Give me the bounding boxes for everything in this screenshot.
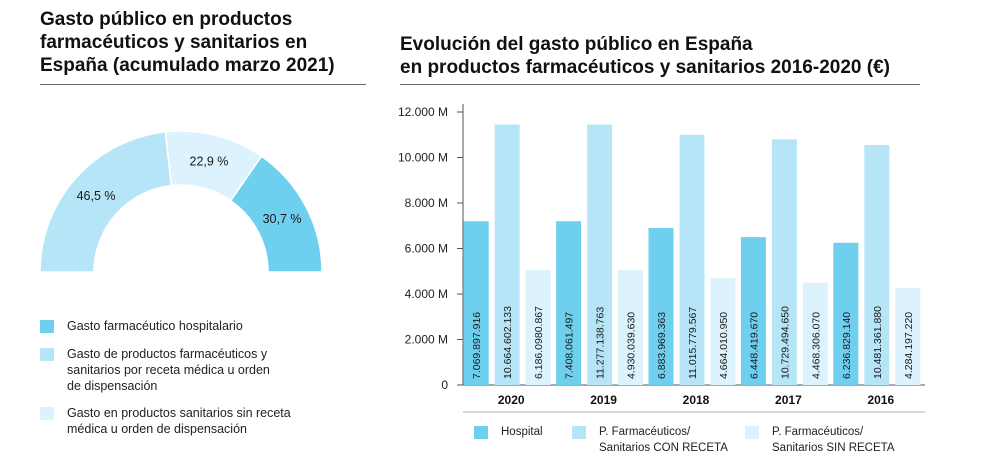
x-category-label-2020: 2020 bbox=[498, 393, 525, 407]
legend-swatch-1 bbox=[40, 348, 54, 361]
x-category-label-2016: 2016 bbox=[867, 393, 894, 407]
legend-swatch-2 bbox=[40, 407, 54, 420]
legend-label-1: Gasto de productos farmacéuticos y sanita… bbox=[67, 346, 297, 394]
legend-label-line-0: Gasto de productos farmacéuticos y bbox=[67, 347, 268, 361]
left-title-line-1: Gasto público en productos bbox=[40, 9, 293, 30]
x-category-label-2018: 2018 bbox=[683, 393, 710, 407]
bar-value-label-2018-2: 4.664.010.950 bbox=[718, 312, 730, 379]
legend-label-line-1: Sanitarios SIN RECETA bbox=[772, 442, 895, 454]
legend-item-2: Gasto en productos sanitarios sin receta… bbox=[40, 405, 297, 437]
y-tick-label-2: 4.000 M bbox=[405, 287, 448, 301]
right-chart-title: Evolución del gasto público en España en… bbox=[400, 33, 890, 79]
legend-swatch-0 bbox=[474, 426, 488, 439]
bar-2016-series-1 bbox=[864, 144, 890, 385]
bar-value-label-2017-1: 10.729.494.650 bbox=[779, 306, 791, 379]
donut-slice-label-1: 22,9 % bbox=[190, 154, 229, 168]
bar-value-label-2016-0: 6.236.829.140 bbox=[841, 312, 853, 379]
legend-swatch-2 bbox=[745, 426, 759, 439]
bar-value-label-2018-1: 11.015.779.567 bbox=[687, 307, 699, 379]
legend-label-line-0: Gasto en productos sanitarios sin receta bbox=[67, 406, 291, 420]
bar-2018-series-1 bbox=[679, 134, 705, 385]
bar-value-label-2020-2: 6.186.0980.867 bbox=[533, 306, 545, 379]
y-tick-label-3: 6.000 M bbox=[405, 242, 448, 256]
legend-item-0: Gasto farmacéutico hospitalario bbox=[40, 318, 297, 334]
legend-item-1: P. Farmacéuticos/Sanitarios CON RECETA bbox=[572, 424, 728, 456]
bar-value-label-2019-1: 11.277.138.763 bbox=[595, 307, 607, 379]
bar-value-label-2017-0: 6.448.419.670 bbox=[748, 312, 760, 379]
bar-value-label-2018-0: 6.883.969.363 bbox=[656, 312, 668, 379]
legend-label-line-0: Gasto farmacéutico hospitalario bbox=[67, 319, 243, 333]
bar-2017-series-2 bbox=[802, 282, 828, 385]
legend-label-line-2: de dispensación bbox=[67, 379, 158, 393]
bar-2019-series-1 bbox=[587, 124, 613, 385]
y-tick-label-4: 8.000 M bbox=[405, 196, 448, 210]
legend-label-2: P. Farmacéuticos/Sanitarios SIN RECETA bbox=[772, 424, 895, 456]
right-title-divider bbox=[400, 84, 920, 85]
bar-2017-series-1 bbox=[771, 139, 797, 385]
bar-2019-series-2 bbox=[618, 270, 644, 385]
left-chart-title: Gasto público en productos farmacéuticos… bbox=[40, 8, 335, 77]
legend-label-line-1: médica u orden de dispensación bbox=[67, 422, 247, 436]
bar-value-label-2020-0: 7.069.897.916 bbox=[471, 312, 483, 379]
x-category-label-2019: 2019 bbox=[590, 393, 617, 407]
legend-label-line-1: Sanitarios CON RECETA bbox=[599, 442, 728, 454]
bar-2018-series-0 bbox=[648, 228, 674, 385]
bar-value-label-2019-2: 4.930.039.630 bbox=[626, 312, 638, 379]
left-title-line-2: farmacéuticos y sanitarios en bbox=[40, 32, 308, 53]
legend-label-1: P. Farmacéuticos/Sanitarios CON RECETA bbox=[599, 424, 728, 456]
bar-value-label-2019-0: 7.408.061.497 bbox=[564, 312, 576, 379]
y-tick-label-1: 2.000 M bbox=[405, 333, 448, 347]
legend-label-2: Gasto en productos sanitarios sin receta… bbox=[67, 405, 297, 437]
donut-slice-label-2: 46,5 % bbox=[77, 189, 116, 203]
legend-item-0: Hospital bbox=[474, 424, 543, 440]
legend-label-0: Hospital bbox=[501, 424, 543, 440]
legend-swatch-0 bbox=[40, 320, 54, 333]
bar-2016-series-0 bbox=[833, 242, 859, 385]
y-tick-label-5: 10.000 M bbox=[398, 151, 448, 165]
left-title-line-3: España (acumulado marzo 2021) bbox=[40, 55, 335, 76]
left-title-divider bbox=[40, 84, 366, 85]
bar-value-label-2017-2: 4.468.306.070 bbox=[810, 312, 822, 379]
y-tick-label-6: 12.000 M bbox=[398, 105, 448, 119]
bar-value-label-2016-2: 4.284.197.220 bbox=[903, 312, 915, 379]
legend-label-line-0: P. Farmacéuticos/ bbox=[599, 426, 691, 438]
bar-2018-series-2 bbox=[710, 278, 736, 385]
bar-value-label-2016-1: 10.481.361.880 bbox=[872, 306, 884, 379]
bar-2019-series-0 bbox=[556, 221, 582, 385]
bar-2016-series-2 bbox=[895, 287, 921, 385]
legend-label-line-0: P. Farmacéuticos/ bbox=[772, 426, 864, 438]
bar-2017-series-0 bbox=[740, 237, 766, 385]
bar-2020-series-2 bbox=[525, 270, 551, 385]
donut-slice-label-0: 30,7 % bbox=[263, 212, 302, 226]
right-title-line-2: en productos farmacéuticos y sanitarios … bbox=[400, 57, 890, 78]
legend-item-2: P. Farmacéuticos/Sanitarios SIN RECETA bbox=[745, 424, 895, 456]
x-category-label-2017: 2017 bbox=[775, 393, 802, 407]
right-title-line-1: Evolución del gasto público en España bbox=[400, 34, 753, 55]
legend-label-line-1: sanitarios por receta médica u orden bbox=[67, 363, 270, 377]
legend-label-0: Gasto farmacéutico hospitalario bbox=[67, 318, 297, 334]
donut-slice-2 bbox=[39, 131, 173, 273]
y-tick-label-0: 0 bbox=[441, 378, 448, 392]
legend-label-line-0: Hospital bbox=[501, 426, 543, 438]
bar-2020-series-1 bbox=[494, 124, 520, 385]
bar-value-label-2020-1: 10.664.602.133 bbox=[502, 306, 514, 379]
bar-2020-series-0 bbox=[463, 221, 489, 385]
legend-item-1: Gasto de productos farmacéuticos y sanita… bbox=[40, 346, 297, 394]
legend-swatch-1 bbox=[572, 426, 586, 439]
